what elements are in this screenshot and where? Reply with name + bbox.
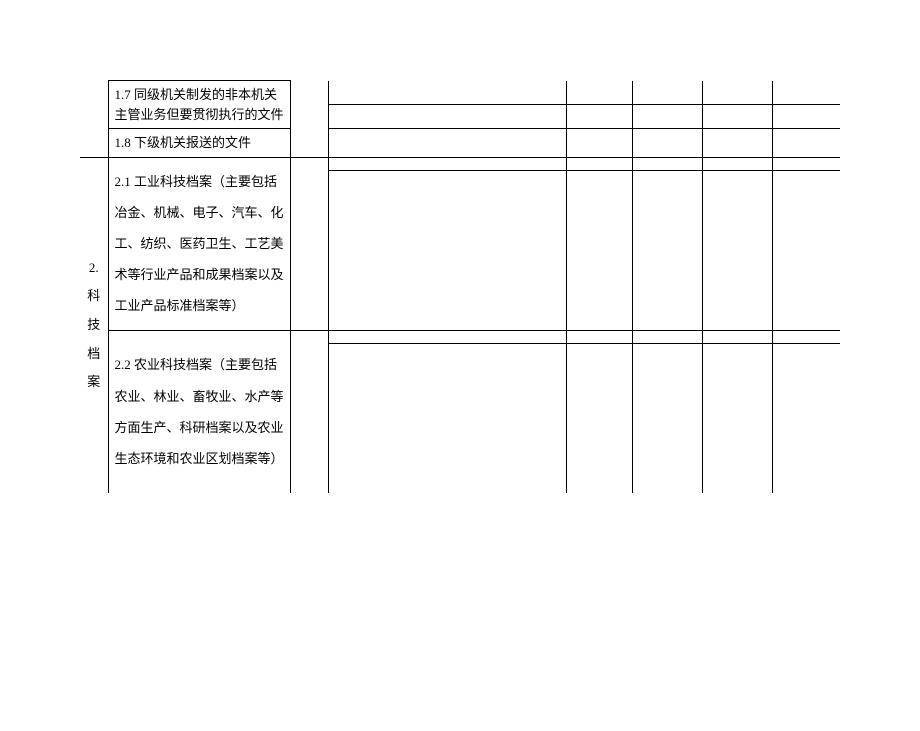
empty-cell xyxy=(702,104,772,128)
empty-cell xyxy=(328,129,566,158)
empty-cell xyxy=(566,81,632,105)
empty-cell xyxy=(566,129,632,158)
empty-cell xyxy=(702,330,772,343)
empty-cell xyxy=(702,81,772,105)
empty-cell xyxy=(772,104,840,128)
empty-cell xyxy=(772,81,840,105)
empty-cell xyxy=(632,343,702,493)
table-row: 2.2 农业科技档案（主要包括农业、林业、畜牧业、水产等方面生产、科研档案以及农… xyxy=(80,330,840,343)
empty-cell xyxy=(772,157,840,170)
empty-cell xyxy=(702,129,772,158)
empty-cell xyxy=(772,170,840,330)
row-2-1-label: 2.1 工业科技档案（主要包括冶金、机械、电子、汽车、化工、纺织、医药卫生、工艺… xyxy=(108,157,290,330)
empty-cell xyxy=(328,81,566,105)
row-1-7-label: 1.7 同级机关制发的非本机关主管业务但要贯彻执行的文件 xyxy=(108,81,290,129)
archive-classification-table: 1.7 同级机关制发的非本机关主管业务但要贯彻执行的文件 1.8 下级机关报送的… xyxy=(80,80,840,493)
table-row: 2. 科技档案 2.1 工业科技档案（主要包括冶金、机械、电子、汽车、化工、纺织… xyxy=(80,157,840,170)
empty-cell xyxy=(328,157,566,170)
table-row: 1.8 下级机关报送的文件 xyxy=(80,129,840,158)
empty-cell xyxy=(702,170,772,330)
empty-cell xyxy=(290,81,328,158)
empty-cell xyxy=(772,343,840,493)
empty-cell xyxy=(772,129,840,158)
empty-cell xyxy=(632,157,702,170)
empty-cell xyxy=(566,330,632,343)
section2-category-cell: 2. 科技档案 xyxy=(80,157,108,493)
empty-cell xyxy=(328,104,566,128)
empty-cell xyxy=(632,104,702,128)
empty-cell xyxy=(772,330,840,343)
empty-cell xyxy=(566,343,632,493)
empty-cell xyxy=(566,104,632,128)
table-row: 1.7 同级机关制发的非本机关主管业务但要贯彻执行的文件 xyxy=(80,81,840,105)
empty-cell xyxy=(328,170,566,330)
empty-cell xyxy=(290,330,328,493)
empty-cell xyxy=(632,129,702,158)
empty-cell xyxy=(632,170,702,330)
row-1-8-label: 1.8 下级机关报送的文件 xyxy=(108,129,290,158)
empty-cell xyxy=(632,330,702,343)
section1-category-cell xyxy=(80,81,108,158)
empty-cell xyxy=(702,343,772,493)
row-2-2-label: 2.2 农业科技档案（主要包括农业、林业、畜牧业、水产等方面生产、科研档案以及农… xyxy=(108,330,290,493)
empty-cell xyxy=(328,330,566,343)
empty-cell xyxy=(632,81,702,105)
empty-cell xyxy=(566,170,632,330)
empty-cell xyxy=(290,157,328,330)
empty-cell xyxy=(566,157,632,170)
empty-cell xyxy=(702,157,772,170)
empty-cell xyxy=(328,343,566,493)
